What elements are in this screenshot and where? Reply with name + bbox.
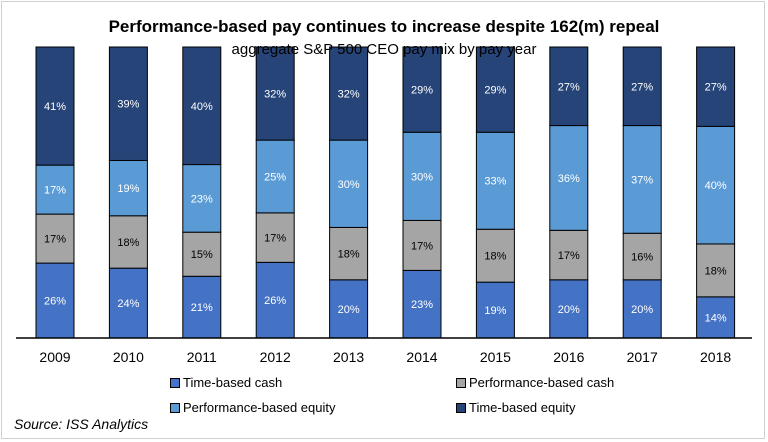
data-label: 40% <box>191 101 213 113</box>
bar-segment <box>696 125 736 245</box>
data-label: 23% <box>411 299 433 311</box>
chart-title: Performance-based pay continues to incre… <box>108 17 660 36</box>
data-label: 27% <box>631 81 653 93</box>
legend-item-performance-based-equity: Performance-based equity <box>170 400 335 415</box>
x-tick-label: 2017 <box>627 349 658 365</box>
x-tick-label: 2016 <box>553 349 584 365</box>
bar-segment <box>622 232 662 281</box>
data-label: 20% <box>558 304 580 316</box>
data-label: 30% <box>411 171 433 183</box>
bar-segment <box>402 219 442 271</box>
data-label: 21% <box>191 302 213 314</box>
x-tick-label: 2009 <box>39 349 70 365</box>
bar-segment <box>696 46 736 127</box>
bar-segment <box>108 215 148 269</box>
bar-segment <box>549 229 589 281</box>
chart-subtitle: aggregate S&P 500 CEO pay mix by pay yea… <box>231 41 537 58</box>
data-label: 15% <box>191 249 213 261</box>
data-label: 17% <box>44 185 66 197</box>
data-label: 37% <box>631 174 653 186</box>
data-label: 20% <box>631 304 653 316</box>
x-tick-label: 2012 <box>260 349 291 365</box>
data-label: 18% <box>484 251 506 263</box>
bar-segment <box>402 46 442 133</box>
bar-segment <box>182 275 222 339</box>
data-label: 16% <box>631 252 653 264</box>
source-note: Source: ISS Analytics <box>14 416 149 432</box>
bar-segment <box>329 139 369 228</box>
bar-segment <box>182 46 222 166</box>
bar-segment <box>622 46 662 127</box>
data-label: 27% <box>705 82 727 94</box>
x-tick-label: 2015 <box>480 349 511 365</box>
data-label: 32% <box>338 89 360 101</box>
data-label: 17% <box>411 240 433 252</box>
bar-segment <box>549 279 589 339</box>
data-label: 33% <box>484 176 506 188</box>
bar-segment <box>329 46 369 141</box>
legend-swatch <box>170 402 180 413</box>
data-label: 29% <box>411 85 433 97</box>
legend-swatch <box>456 402 466 413</box>
bar-segment <box>108 159 148 217</box>
x-tick-label: 2013 <box>333 349 364 365</box>
data-label: 17% <box>44 234 66 246</box>
legend-item-performance-based-cash: Performance-based cash <box>456 375 614 390</box>
data-label: 27% <box>558 81 580 93</box>
bar-segment <box>35 213 75 264</box>
legend-item-time-based-equity: Time-based equity <box>456 400 575 415</box>
data-label: 17% <box>558 250 580 262</box>
data-label: 32% <box>264 89 286 101</box>
data-label: 36% <box>558 173 580 185</box>
data-label: 18% <box>338 249 360 261</box>
legend-label: Performance-based cash <box>469 375 615 390</box>
bar-segment <box>255 139 295 214</box>
data-label: 19% <box>484 305 506 317</box>
bar-segment <box>549 125 589 231</box>
data-label: 18% <box>117 237 139 249</box>
x-tick-label: 2010 <box>113 349 144 365</box>
bar-segment <box>108 46 148 161</box>
legend-swatch <box>170 377 180 388</box>
data-label: 25% <box>264 171 286 183</box>
data-label: 18% <box>705 265 727 277</box>
data-label: 24% <box>117 298 139 310</box>
bar-segment <box>475 131 515 230</box>
data-label: 26% <box>264 295 286 307</box>
x-tick-label: 2011 <box>187 349 217 365</box>
bar-segment <box>255 212 295 263</box>
bar-segment <box>255 46 295 141</box>
data-label: 39% <box>117 99 139 111</box>
data-label: 30% <box>338 179 360 191</box>
bar-segment <box>475 46 515 133</box>
legend-item-time-based-cash: Time-based cash <box>170 375 282 390</box>
bar-segment <box>549 46 589 127</box>
data-label: 19% <box>117 183 139 195</box>
bar-segment <box>696 243 736 298</box>
data-label: 40% <box>705 180 727 192</box>
data-label: 26% <box>44 296 66 308</box>
legend-label: Time-based cash <box>183 375 283 390</box>
data-label: 17% <box>264 233 286 245</box>
data-label: 20% <box>338 304 360 316</box>
data-label: 41% <box>44 101 66 113</box>
bar-segment <box>622 279 662 339</box>
legend-label: Time-based equity <box>469 400 576 415</box>
x-tick-label: 2018 <box>700 349 731 365</box>
legend-label: Performance-based equity <box>183 400 336 415</box>
data-label: 23% <box>191 193 213 205</box>
bar-segment <box>182 164 222 233</box>
x-tick-label: 2014 <box>406 349 437 365</box>
bar-segment <box>182 231 222 277</box>
bar-segment <box>35 46 75 166</box>
data-label: 29% <box>484 85 506 97</box>
legend-swatch <box>456 377 466 388</box>
data-label: 14% <box>705 312 727 324</box>
bar-segment <box>329 226 369 281</box>
